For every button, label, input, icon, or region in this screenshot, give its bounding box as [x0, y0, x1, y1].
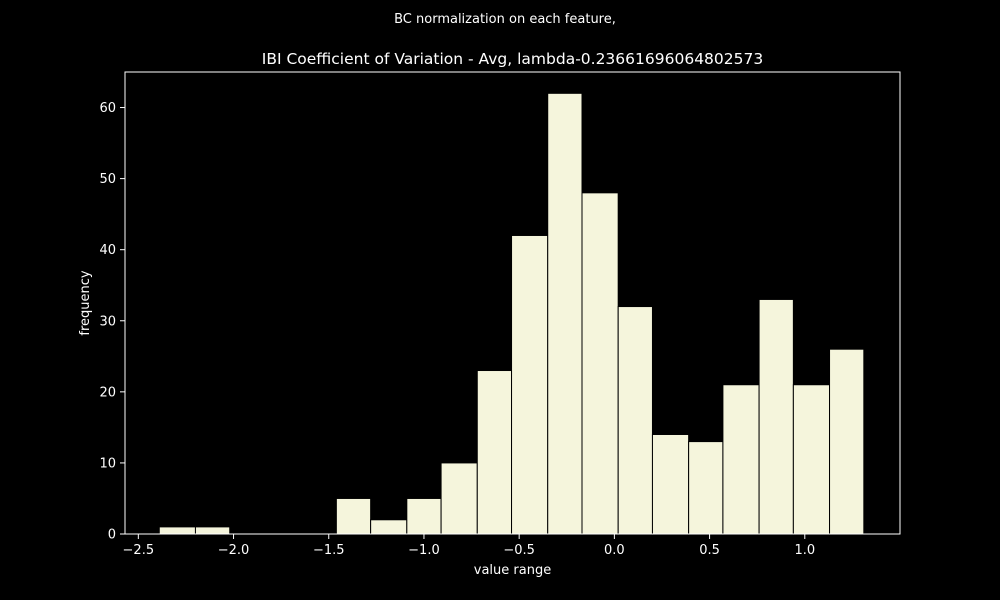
chart-title: IBI Coefficient of Variation - Avg, lamb…: [262, 50, 763, 68]
y-tick-label: 20: [99, 385, 116, 400]
y-axis-label: frequency: [78, 270, 93, 336]
histogram-bar: [335, 497, 372, 535]
x-tick-label: −0.5: [503, 543, 535, 558]
histogram-bar: [688, 441, 724, 535]
x-axis-label: value range: [474, 563, 551, 578]
y-tick-label: 30: [99, 314, 116, 329]
bars-group: [158, 92, 865, 535]
x-tick-label: 0.5: [699, 543, 720, 558]
histogram-bar: [792, 384, 831, 535]
histogram-bar: [406, 497, 442, 535]
histogram-bar: [194, 526, 231, 535]
figure-suptitle: BC normalization on each feature,: [394, 12, 616, 27]
histogram-bar: [758, 298, 794, 535]
x-tick-label: −2.0: [218, 543, 250, 558]
axes-frame: [124, 71, 901, 535]
histogram-bar: [617, 306, 653, 535]
histogram-bar: [158, 526, 196, 535]
y-tick-label: 50: [99, 172, 116, 187]
histogram-bar: [651, 433, 690, 535]
x-tick-label: −2.5: [123, 543, 155, 558]
histogram-bar: [722, 384, 760, 535]
y-tick-label: 0: [108, 528, 116, 543]
x-tick-label: −1.0: [408, 543, 440, 558]
histogram-bar: [370, 519, 408, 535]
histogram-bar: [476, 370, 513, 535]
y-tick-label: 60: [99, 101, 116, 116]
y-axis-ticks: 0 10 20 30 40 50 60: [99, 101, 125, 543]
x-tick-label: 1.0: [794, 543, 815, 558]
x-axis-ticks: −2.5 −2.0 −1.5 −1.0 −0.5 0.0 0.5 1.0: [123, 534, 815, 558]
y-tick-label: 10: [99, 456, 116, 471]
histogram-bar: [511, 234, 549, 535]
x-tick-label: 0.0: [604, 543, 625, 558]
histogram-bar: [440, 462, 478, 535]
y-tick-label: 40: [99, 243, 116, 258]
histogram-bar: [547, 92, 583, 535]
x-tick-label: −1.5: [313, 543, 345, 558]
histogram-bar: [829, 348, 865, 535]
histogram-bar: [581, 192, 619, 535]
